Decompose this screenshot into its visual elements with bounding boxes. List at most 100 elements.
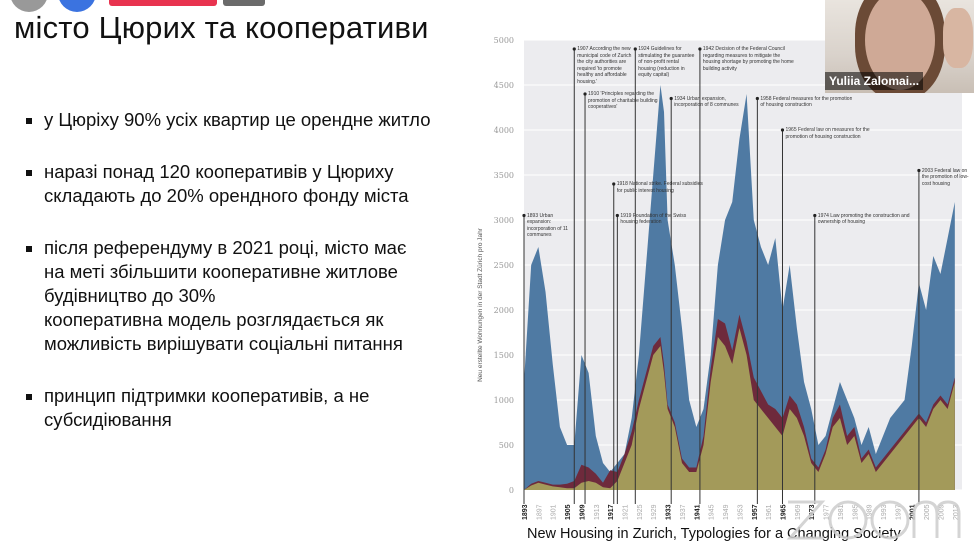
event-text: 1910 'Principles regarding the promotion… <box>588 91 658 110</box>
bullet-list: у Цюріху 90% усіх квартир це орендне жит… <box>22 108 472 452</box>
event-text: 1907 According the new municipal code of… <box>577 46 632 85</box>
event-annotation: 1958 Federal measures for the promotion … <box>760 95 853 109</box>
event-annotation: 1919 Foundation of the Swiss housing fed… <box>620 212 687 226</box>
record-bar[interactable] <box>109 0 217 6</box>
slide-title: місто Цюрих та кооперативи <box>14 10 429 45</box>
bullet-line: принцип підтримки кооперативів, а не <box>44 385 370 406</box>
y-tick-label: 500 <box>499 441 514 450</box>
x-tick-label: 1897 <box>536 504 543 520</box>
housing-chart: 0 500 1000 1500 2000 2500 3000 3500 4000 4500 5000… <box>477 36 969 520</box>
event-text: 1919 Foundation of the Swiss housing fed… <box>620 212 687 226</box>
event-marker-dot <box>633 47 637 51</box>
zoom-logo-letter-o1 <box>828 500 868 540</box>
x-tick-label: 1969 <box>795 504 802 520</box>
x-tick-label: 1893 <box>522 504 529 520</box>
area-total <box>524 85 955 490</box>
participant-hand <box>943 8 973 68</box>
event-marker-dot <box>698 47 702 51</box>
bullet-item: принцип підтримки кооперативів, а не субс… <box>22 384 472 432</box>
y-tick-label: 0 <box>509 486 514 495</box>
x-tick-label: 1945 <box>709 504 716 520</box>
x-tick-label: 1997 <box>895 504 902 520</box>
event-annotation: 1924 Guidelines for stimulating the guar… <box>638 46 695 78</box>
event-marker-dot <box>813 213 817 218</box>
event-text: 1958 Federal measures for the promotion … <box>760 95 853 109</box>
zoom-logo-letter-o2 <box>870 500 910 540</box>
participant-video[interactable]: Yuliia Zalomai... <box>825 0 974 93</box>
zoom-watermark-logo <box>786 500 961 540</box>
x-tick-label: 1933 <box>666 504 673 520</box>
event-annotation: 1893 Urban expansion: incorporation of 1… <box>527 212 569 239</box>
x-tick-label: 1993 <box>881 504 888 520</box>
avatar-icon[interactable] <box>10 0 48 12</box>
event-annotation: 2003 Federal law on the promotion of low… <box>921 167 969 187</box>
event-marker-dot <box>612 182 616 186</box>
event-text: 1918 National strike. Federal subsidies … <box>616 181 703 194</box>
x-tick-label: 1965 <box>780 504 787 520</box>
x-tick-label: 1989 <box>867 504 874 520</box>
bullet-line: на меті збільшити кооперативне житлове <box>44 261 398 282</box>
event-text: 1924 Guidelines for stimulating the guar… <box>638 46 695 78</box>
x-tick-label: 1981 <box>838 504 845 520</box>
x-tick-label: 1913 <box>594 504 601 520</box>
x-tick-label: 1929 <box>651 504 658 520</box>
participant-name: Yuliia Zalomai... <box>825 72 924 90</box>
area-cooperative <box>524 328 955 490</box>
event-annotation: 1965 Federal law on measures for the pro… <box>785 127 870 140</box>
x-tick-label: 1905 <box>565 504 572 520</box>
x-tick-label: 1921 <box>623 504 630 520</box>
x-tick-label: 1937 <box>680 504 687 520</box>
event-annotation: 1907 According the new municipal code of… <box>577 46 632 85</box>
event-annotation: 1918 National strike. Federal subsidies … <box>616 181 703 194</box>
event-text: 2003 Federal law on the promotion of low… <box>921 167 969 187</box>
x-tick-label: 2005 <box>924 504 931 520</box>
x-tick-label: 2009 <box>938 504 945 520</box>
event-text: 1965 Federal law on measures for the pro… <box>785 127 870 140</box>
x-tick-label: 2013 <box>953 504 960 520</box>
y-tick-label: 3000 <box>494 216 514 225</box>
y-tick-label: 5000 <box>494 36 514 45</box>
x-tick-label: 1917 <box>608 504 615 520</box>
bullet-line: у Цюріху 90% усіх квартир це орендне жит… <box>44 109 431 130</box>
x-tick-label: 1901 <box>551 504 558 520</box>
menu-bar[interactable] <box>223 0 265 6</box>
bullet-line: будівництво до 30% <box>44 285 216 306</box>
zoom-logo-letter-m <box>912 500 961 538</box>
y-tick-label: 2000 <box>494 306 514 315</box>
y-tick-label: 3500 <box>494 171 514 180</box>
bullet-line: складають до 20% орендного фонду міста <box>44 185 409 206</box>
event-marker-dot <box>755 96 759 101</box>
event-marker-dot <box>615 213 619 218</box>
event-text: 1893 Urban expansion: incorporation of 1… <box>527 212 569 239</box>
facebook-icon[interactable] <box>58 0 96 12</box>
x-tick-label: 1949 <box>723 504 730 520</box>
event-annotation: 1910 'Principles regarding the promotion… <box>588 91 658 110</box>
event-annotation: 1942 Decision of the Federal Council reg… <box>702 46 794 72</box>
event-text: 1942 Decision of the Federal Council reg… <box>702 46 794 72</box>
y-tick-label: 1500 <box>494 351 514 360</box>
x-tick-label: 1957 <box>752 504 759 520</box>
x-tick-label: 1977 <box>824 504 831 520</box>
x-tick-label: 1941 <box>694 504 701 520</box>
zoom-logo-letter-z <box>786 500 826 540</box>
bullet-line: після референдуму в 2021 році, місто має <box>44 237 407 258</box>
y-tick-label: 4000 <box>494 126 514 135</box>
event-marker-dot <box>522 213 526 218</box>
bullet-line: наразі понад 120 кооперативів у Цюриху <box>44 161 394 182</box>
bullet-item: у Цюріху 90% усіх квартир це орендне жит… <box>22 108 472 132</box>
event-text: 1974 Law promoting the construction and … <box>817 212 910 226</box>
x-tick-label: 1909 <box>579 504 586 520</box>
x-tick-label: 1961 <box>766 504 773 520</box>
x-tick-label: 1985 <box>852 504 859 520</box>
event-marker-dot <box>572 47 576 51</box>
bullet-item: наразі понад 120 кооперативів у Цюриху ск… <box>22 160 472 208</box>
x-tick-label: 1925 <box>637 504 644 520</box>
event-marker-dot <box>917 168 921 173</box>
bullet-line: можливість вирішувати соціальні питання <box>44 333 403 354</box>
bullet-line: кооперативна модель розглядається як <box>44 309 384 330</box>
y-tick-label: 1000 <box>494 396 514 405</box>
y-axis-label: Neu erstellte Wohnungen in der Stadt Zür… <box>477 227 484 382</box>
y-tick-label: 2500 <box>494 261 514 270</box>
bullet-line: субсидіювання <box>44 409 172 430</box>
y-tick-label: 4500 <box>494 81 514 90</box>
